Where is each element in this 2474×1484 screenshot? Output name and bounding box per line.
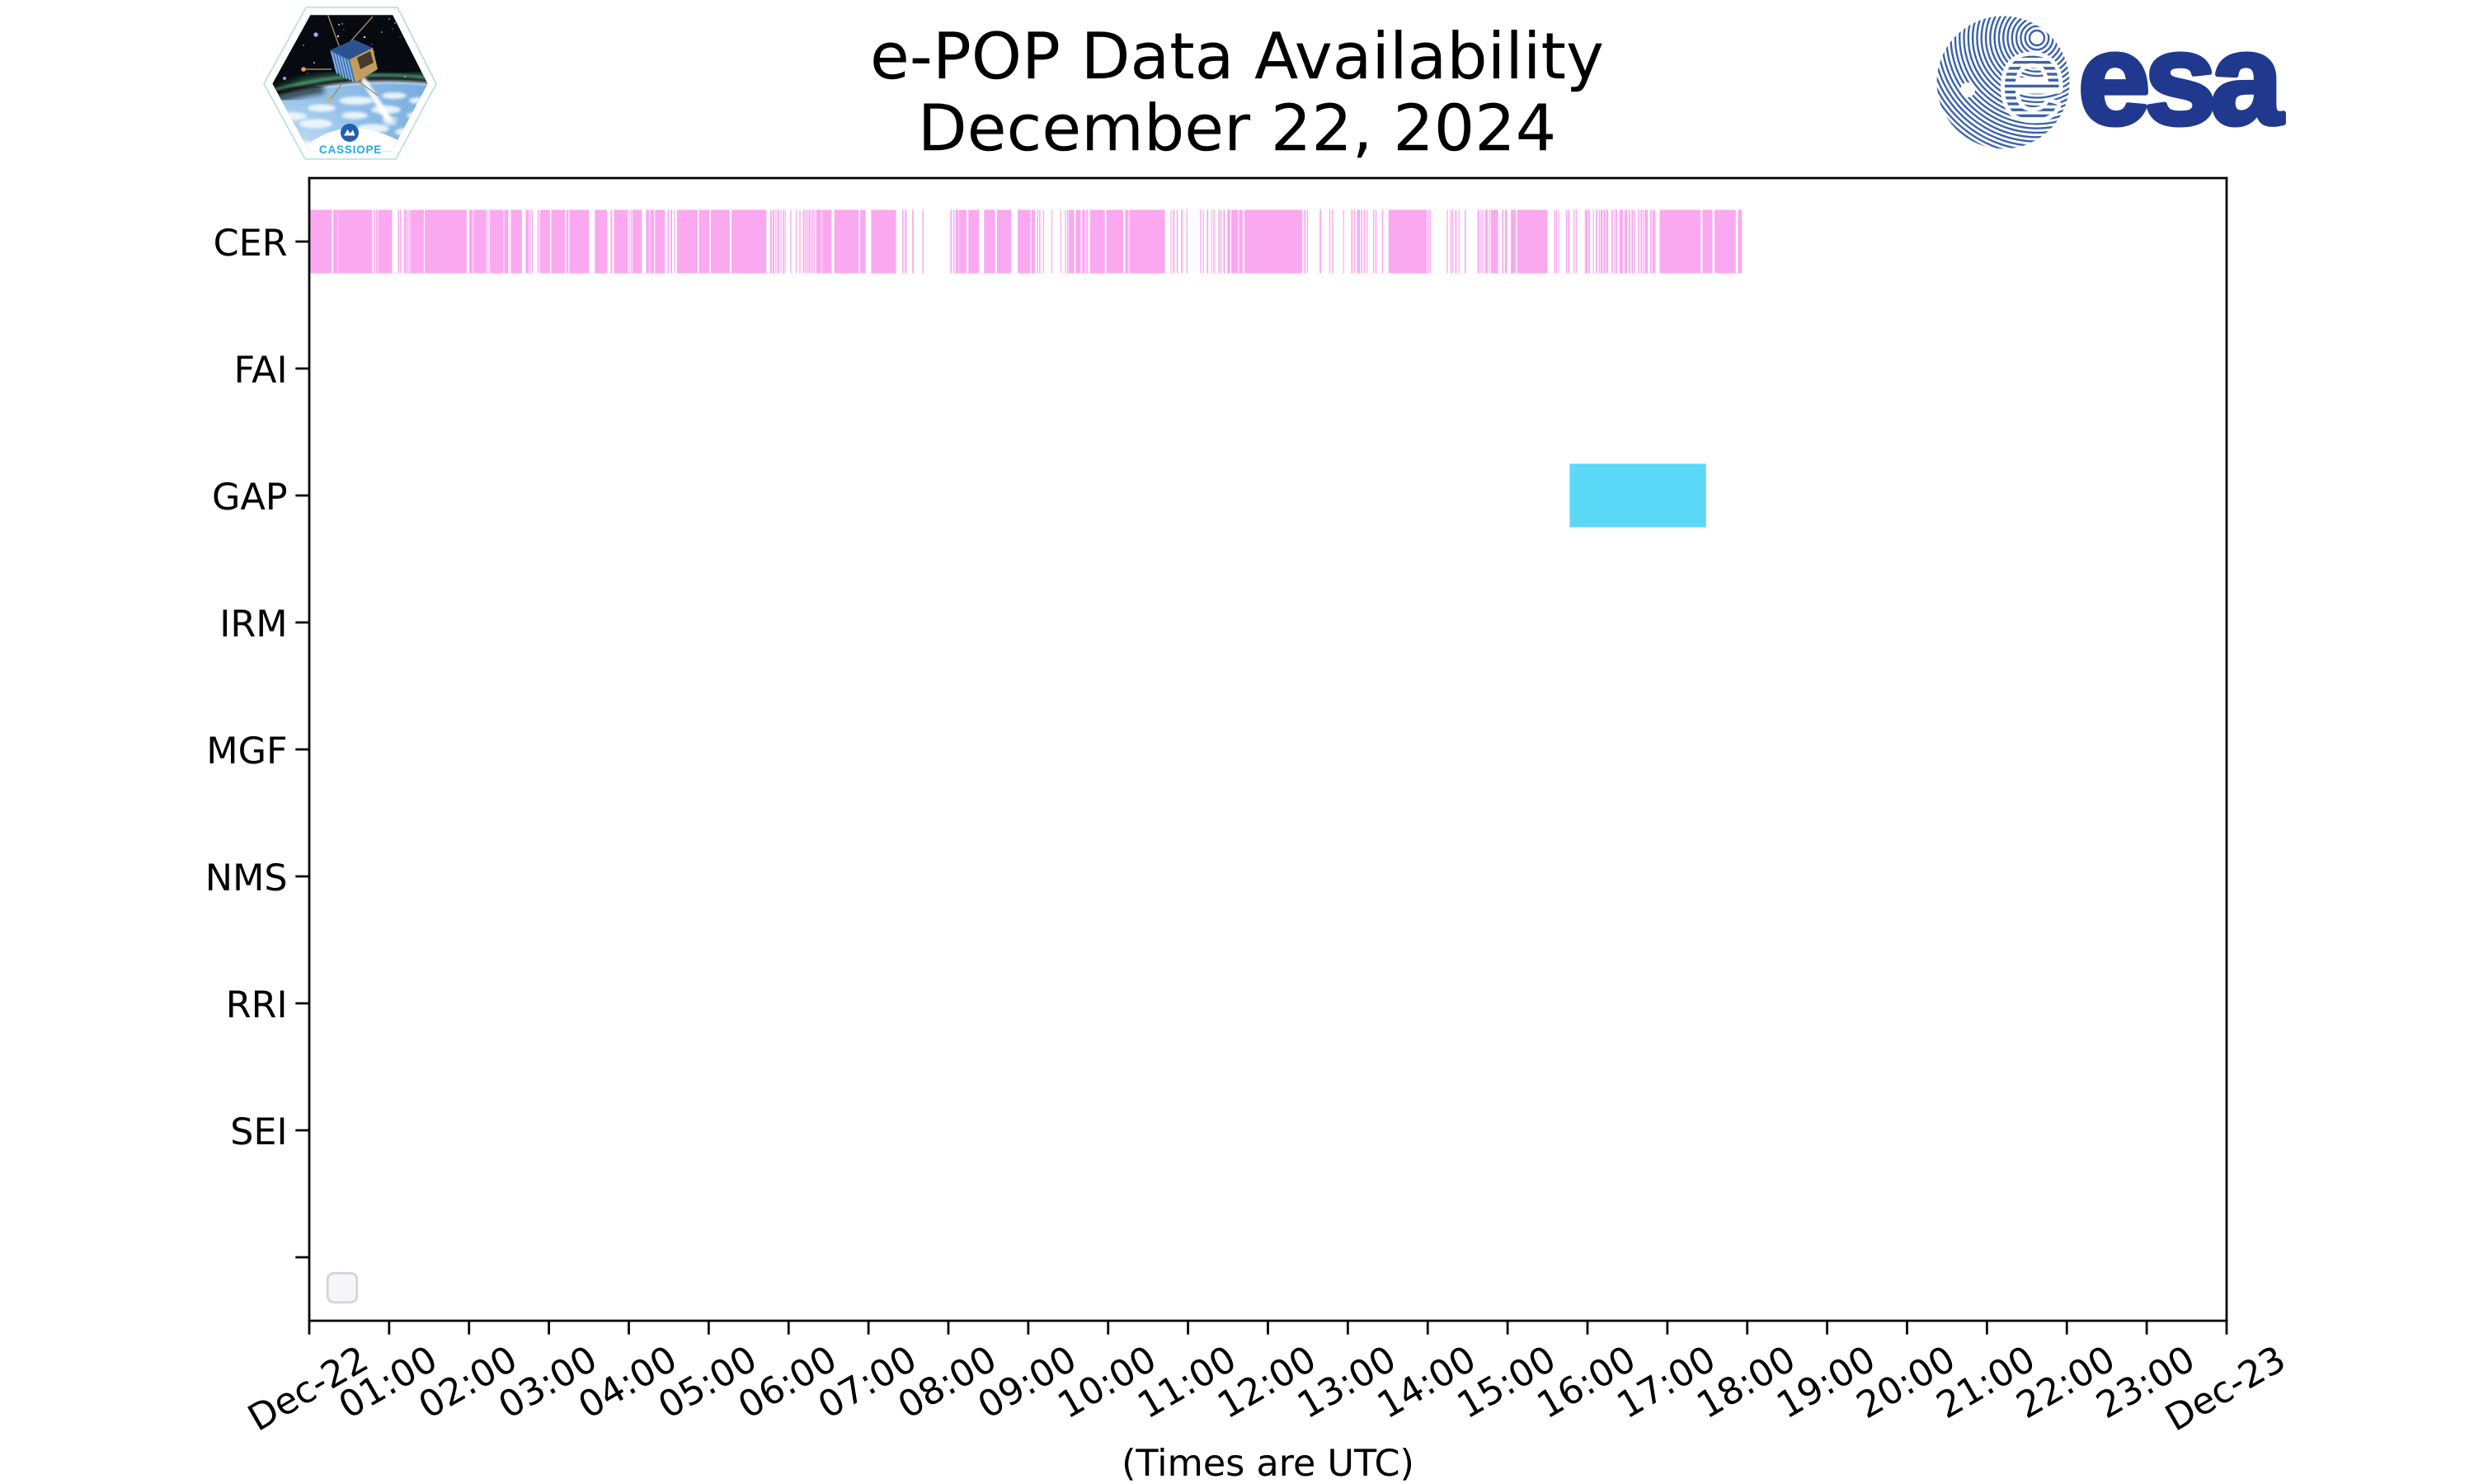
svg-text:CASSIOPE: CASSIOPE [319,143,382,156]
svg-text:esa: esa [2078,7,2284,152]
